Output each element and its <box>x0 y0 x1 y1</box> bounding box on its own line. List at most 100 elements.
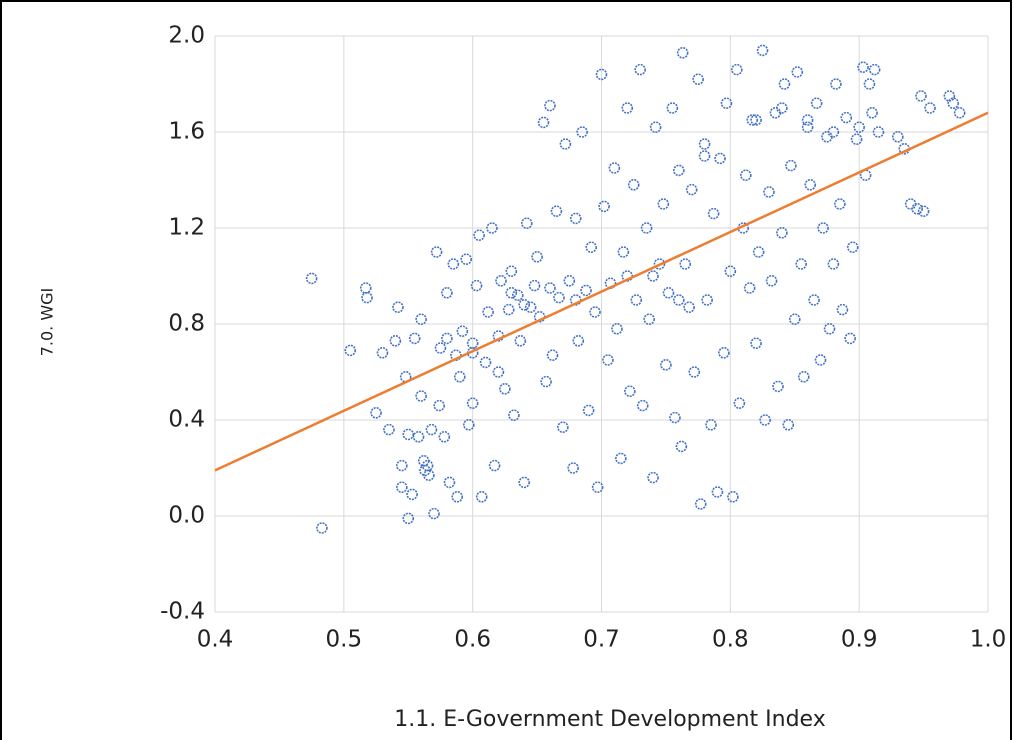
y-tick-label: 1.6 <box>168 119 205 145</box>
scatter-point <box>730 63 743 76</box>
scatter-point <box>782 418 795 431</box>
scatter-point <box>557 421 569 434</box>
scatter-point <box>743 282 756 294</box>
scatter-point <box>701 294 713 306</box>
scatter-point <box>546 349 559 362</box>
scatter-point <box>649 121 662 133</box>
scatter-point <box>679 258 692 270</box>
scatter-point <box>840 111 853 124</box>
scatter-point <box>576 126 588 138</box>
scatter-point <box>692 73 704 85</box>
scatter-point <box>750 337 762 350</box>
scatter-point <box>582 404 595 417</box>
scatter-point <box>765 274 778 287</box>
scatter-point <box>694 498 707 510</box>
scatter-point <box>698 150 711 162</box>
scatter-point <box>844 332 856 345</box>
scatter-point <box>589 306 601 318</box>
scatter-point <box>479 356 492 369</box>
scatter-point <box>827 258 840 270</box>
scatter-point <box>947 97 960 109</box>
scatter-point <box>727 490 739 503</box>
scatter-point <box>617 246 630 258</box>
scatter-point <box>434 342 447 354</box>
scatter-point <box>608 162 621 174</box>
scatter-point <box>473 229 485 241</box>
scatter-point <box>763 186 775 198</box>
y-tick-label: 0.4 <box>168 407 205 433</box>
scatter-point <box>499 382 511 395</box>
scatter-point <box>866 107 878 119</box>
scatter-point <box>666 102 679 114</box>
scatter-point <box>396 481 408 494</box>
scatter-point <box>801 114 814 126</box>
scatter-point <box>724 265 737 278</box>
scatter-point <box>460 253 473 266</box>
scatter-point <box>653 258 666 270</box>
scatter-point <box>636 399 649 412</box>
scatter-point <box>647 471 659 484</box>
scatter-point <box>544 282 556 294</box>
scatter-point <box>470 279 483 292</box>
scatter-point <box>602 354 614 366</box>
scatter-point <box>611 322 623 335</box>
scatter-point <box>953 107 966 119</box>
scatter-point <box>857 61 869 73</box>
trend-line <box>214 111 989 472</box>
scatter-point <box>456 325 469 338</box>
scatter-point <box>676 46 689 59</box>
scatter-point <box>569 212 582 225</box>
scatter-point <box>423 469 435 482</box>
scatter-point <box>739 169 752 181</box>
scatter-point <box>683 301 695 314</box>
scatter-point <box>892 131 904 143</box>
scatter-point <box>430 246 443 258</box>
x-tick-label: 0.4 <box>197 627 234 653</box>
scatter-point <box>425 423 438 436</box>
x-tick-label: 0.6 <box>454 627 491 653</box>
scatter-point <box>834 198 846 210</box>
scatter-point <box>408 332 421 345</box>
scatter-point <box>917 205 930 217</box>
scatter-point <box>559 138 572 150</box>
scatter-point <box>518 298 531 311</box>
scatter-point <box>537 116 550 129</box>
scatter-point <box>688 366 701 378</box>
scatter-point <box>711 486 724 498</box>
scatter-point <box>707 207 720 220</box>
scatter-point <box>791 66 804 78</box>
y-tick-label: -0.4 <box>160 599 205 625</box>
scatter-point <box>621 102 634 114</box>
scatter-point <box>872 126 885 138</box>
x-tick-label: 0.8 <box>712 627 749 653</box>
scatter-point <box>447 258 460 270</box>
scatter-point <box>627 179 640 191</box>
scatter-point <box>475 490 488 503</box>
scatter-point <box>662 286 675 299</box>
scatter-point <box>643 313 655 326</box>
scatter-point <box>814 354 827 366</box>
scatter-point <box>305 272 318 285</box>
scatter-point <box>376 346 389 359</box>
scatter-point <box>911 203 923 215</box>
scatter-point <box>383 423 395 436</box>
scatter-point <box>567 462 579 474</box>
scatter-point <box>585 241 597 253</box>
scatter-point <box>868 63 881 76</box>
y-tick-label: 0.0 <box>168 503 205 529</box>
scatter-point <box>544 99 556 112</box>
scatter-point <box>795 258 807 270</box>
scatter-point <box>482 306 494 318</box>
scatter-point <box>415 313 427 326</box>
scatter-point <box>553 291 565 304</box>
scatter-point <box>801 121 814 133</box>
scatter-point <box>615 452 627 465</box>
scatter-point <box>776 227 788 239</box>
scatter-point <box>502 303 515 316</box>
scatter-point <box>810 97 823 109</box>
scatter-point <box>733 397 746 410</box>
scatter-point <box>746 114 759 126</box>
scatter-point <box>630 294 643 306</box>
scatter-point <box>563 274 576 287</box>
